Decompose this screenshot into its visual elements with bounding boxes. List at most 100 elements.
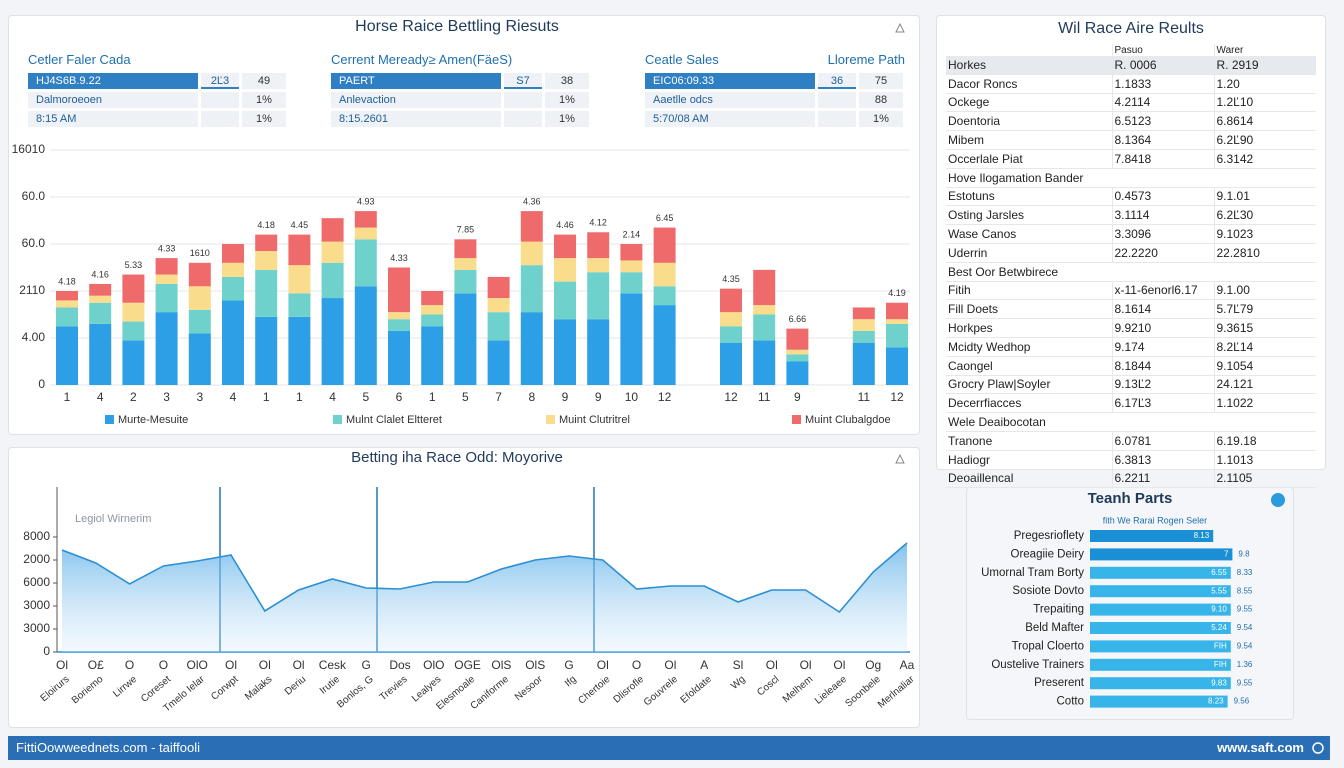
bar-annotation: 6.66 xyxy=(789,314,807,324)
table-cell: 8.1844 xyxy=(1112,356,1215,376)
x-tick-label: Ol xyxy=(597,658,609,672)
bar-label: Umornal Tram Borty xyxy=(981,567,1084,579)
y-tick-label: 0 xyxy=(43,644,50,658)
bar-value-label: 6.55 xyxy=(1211,568,1227,577)
chart-annotation: Legiol Wirnerim xyxy=(75,513,151,525)
x-tick-label: OlO xyxy=(423,658,444,672)
table-cell: 6.3142 xyxy=(1214,149,1316,169)
share-icon[interactable] xyxy=(895,22,905,33)
bar-segment xyxy=(753,305,776,315)
y-tick-label: 16010 xyxy=(12,142,46,156)
x-sublabel: Melhem xyxy=(781,674,815,705)
x-tick-label: OlS xyxy=(525,658,545,672)
x-tick-label: 11 xyxy=(858,390,871,404)
summary-label: HJ4S6B.9.22 xyxy=(28,73,198,89)
x-tick-label: 4 xyxy=(97,390,104,404)
x-sublabel: Chertoie xyxy=(576,674,612,707)
bar-side-label: 9.56 xyxy=(1234,697,1250,706)
header-top: Pasuo Warer xyxy=(946,44,1316,56)
bar-segment xyxy=(520,211,543,242)
legend-swatch xyxy=(546,415,555,424)
table-cell: 6.2Ľ90 xyxy=(1214,130,1316,150)
y-tick-label: 60.0 xyxy=(22,189,46,203)
table-cell: 9.1054 xyxy=(1214,356,1316,376)
table-cell: 8.1614 xyxy=(1112,299,1215,320)
bar-label: Tropal Cloerto xyxy=(1012,640,1084,652)
table-row: Fill Doets 8.1614 5.7Ľ79 xyxy=(946,299,1316,320)
share-icon[interactable] xyxy=(895,453,905,464)
bar-segment xyxy=(520,312,543,385)
bar-value-label: 9.83 xyxy=(1211,678,1227,687)
x-tick-label: O xyxy=(125,658,134,672)
summary-extra: 1% xyxy=(545,111,589,127)
bar-segment xyxy=(487,340,510,385)
bar-segment xyxy=(786,349,809,355)
bar-segment xyxy=(852,319,875,331)
bar-annotation: 4.18 xyxy=(257,220,275,230)
bar xyxy=(1090,695,1228,708)
legend-label: Muint Clutritrel xyxy=(559,414,630,426)
summary-extra: 49 xyxy=(242,73,286,89)
summary-label: 8:15 AM xyxy=(28,111,198,127)
x-tick-label: Ol xyxy=(293,658,305,672)
bar-label: Oreagiie Deiry xyxy=(1011,548,1085,560)
bar-segment xyxy=(255,316,278,385)
bar-segment xyxy=(554,234,576,259)
table-row: Wase Canos 3.3096 9.1023 xyxy=(946,224,1316,244)
table-row: Uderrin 22.2220 22.2810 xyxy=(946,243,1316,263)
bar-segment xyxy=(288,234,311,266)
bar-label: Pregesrioflety xyxy=(1014,530,1085,542)
summary-label: PAERT xyxy=(331,73,501,89)
table-cell: Uderrin xyxy=(946,243,1113,263)
summary-row: 8:15 AM 1% xyxy=(28,111,288,127)
x-sublabel: Irutie xyxy=(318,674,342,697)
bar xyxy=(1090,548,1233,561)
bar xyxy=(1090,640,1231,653)
column-name: Pasuo xyxy=(1112,44,1215,56)
area xyxy=(62,543,907,652)
bar xyxy=(1090,585,1231,598)
bar-segment xyxy=(122,321,145,341)
table-cell: 8.1364 xyxy=(1112,130,1215,150)
table-cell: 1.20 xyxy=(1214,74,1316,94)
bar-segment xyxy=(188,333,211,385)
table-cell: Mibem xyxy=(946,130,1113,150)
x-sublabel: Corwpt xyxy=(209,674,241,703)
bar-segment xyxy=(554,319,576,385)
bar-label: Trepaiting xyxy=(1033,604,1084,616)
footer-left: FittiOowweednets.com - taiffooli xyxy=(16,740,200,755)
summary-value xyxy=(201,92,239,108)
table-cell: Decerrfiacces xyxy=(946,393,1113,414)
table-row: Horkpes 9.9210 9.3615 xyxy=(946,318,1316,338)
bar-segment xyxy=(155,258,178,275)
summary-value xyxy=(504,92,542,108)
table-cell: Horkpes xyxy=(946,318,1113,338)
bar-segment xyxy=(620,293,643,385)
bar-segment xyxy=(155,274,178,284)
table-cell: x-11-6enorl6.17 xyxy=(1112,281,1215,301)
section-cell: Best Oor Betwbirece xyxy=(946,262,1316,282)
bar-segment xyxy=(852,342,875,385)
bar-side-label: 9.54 xyxy=(1237,623,1253,632)
table-cell: 9.1.01 xyxy=(1214,187,1316,207)
info-icon[interactable] xyxy=(1271,493,1285,507)
footer-icon xyxy=(1312,742,1324,754)
bar-segment xyxy=(155,283,178,313)
bar-segment xyxy=(653,286,676,306)
summary-table: Ceatle Sales Lloreme Path EIC06:09.33 36 75 A… xyxy=(645,52,905,130)
bar-side-label: 9.55 xyxy=(1237,605,1253,614)
x-tick-label: Dos xyxy=(389,658,410,672)
summary-extra: 1% xyxy=(242,92,286,108)
x-sublabel: Eloirurs xyxy=(39,674,72,704)
bar-segment xyxy=(122,302,145,322)
summary-heading-row: Cerrent Meready≥ Amen(FäeS) xyxy=(331,52,591,69)
bar-segment xyxy=(388,312,410,320)
bar-segment xyxy=(587,319,610,385)
summary-extra: 88 xyxy=(859,92,903,108)
table-cell: 3.3096 xyxy=(1112,224,1215,244)
bar-annotation: 4.33 xyxy=(158,243,176,253)
summary-extra: 1% xyxy=(859,111,903,127)
bar-segment xyxy=(421,314,444,327)
table-cell: 0.4573 xyxy=(1112,187,1215,207)
summary-heading: Cetler Faler Cada xyxy=(28,52,131,67)
